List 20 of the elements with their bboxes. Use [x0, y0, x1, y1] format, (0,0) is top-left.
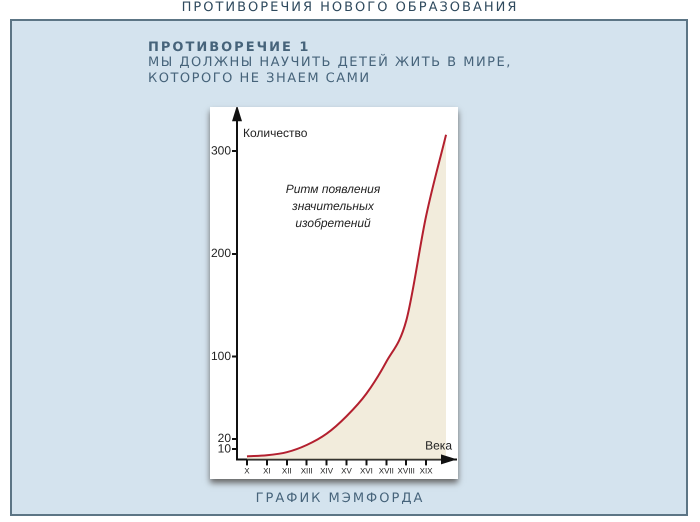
x-tick-label: XVIII	[398, 466, 415, 476]
chart-subtitle: ПРОТИВОРЕЧИЕ 1	[148, 40, 310, 55]
text: ГРАФИК МЭМФОРДА	[254, 491, 426, 506]
annotation: Ритм появления значительных изобретений	[284, 181, 382, 232]
x-tick-label: XIX	[420, 466, 434, 476]
x-tick-label: X	[244, 466, 250, 476]
x-tick-label: XI	[263, 466, 271, 476]
x-tick-label: XV	[341, 466, 353, 476]
x-tick-label: XII	[282, 466, 292, 476]
y-tick-label: 200	[210, 246, 232, 260]
y-tick-label: 300	[210, 143, 232, 158]
x-tick-label: XVII	[378, 466, 394, 476]
y-tick-label: 100	[210, 348, 232, 363]
text: МЫ ДОЛЖНЫ НАУЧИТЬ ДЕТЕЙ ЖИТЬ В МИРЕ, КОТОРОГО НЕ ЗНАЕМ САМИ	[148, 55, 513, 87]
x-axis-title: Века	[425, 438, 452, 452]
x-tick-label: XIV	[320, 466, 334, 476]
x-tick-label: XVI	[360, 466, 373, 476]
chart-title: ПРОТИВОРЕЧИЯ НОВОГО ОБРАЗОВАНИЯ	[180, 0, 520, 15]
y-axis-title: Количество	[243, 126, 308, 140]
x-tick-label: XIII	[300, 466, 313, 476]
